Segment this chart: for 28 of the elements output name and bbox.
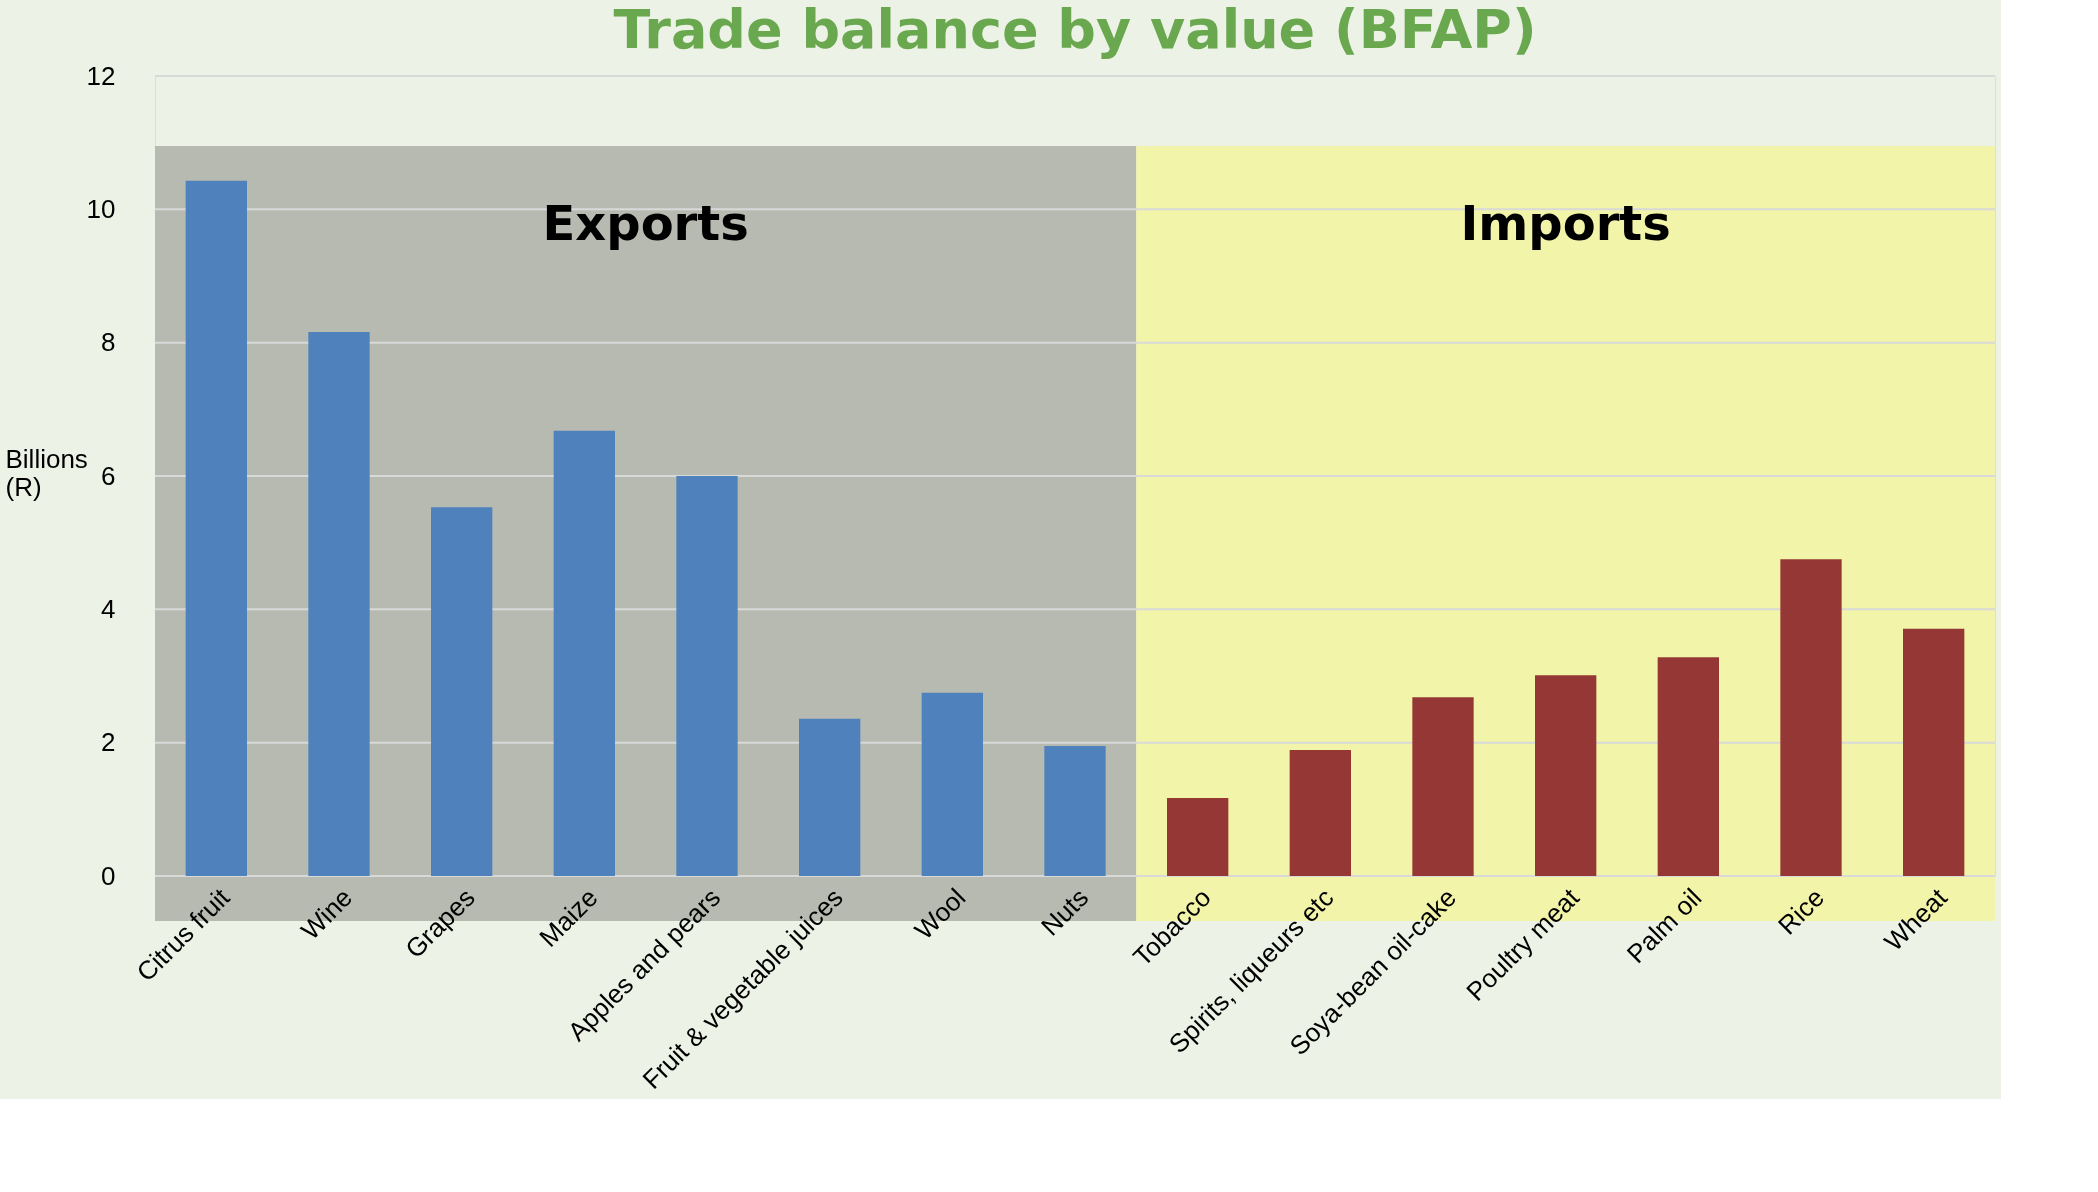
bar	[921, 692, 983, 876]
bar	[431, 507, 493, 876]
y-tick-label: 12	[86, 60, 116, 91]
bar	[185, 180, 247, 876]
x-tick-label: Rice	[1772, 882, 1831, 941]
bar	[1412, 697, 1474, 876]
bar	[1167, 798, 1229, 876]
bar	[1044, 746, 1106, 876]
bar	[1780, 559, 1842, 876]
y-axis-title: Billions (R)	[5, 443, 88, 502]
bar	[308, 332, 370, 876]
y-tick-label: 2	[101, 727, 116, 758]
bar	[1903, 628, 1965, 876]
y-tick-label: 10	[86, 193, 116, 224]
bar	[1657, 657, 1719, 876]
band-label: Exports	[542, 195, 749, 251]
chart-title: Trade balance by value (BFAP)	[613, 0, 1537, 61]
bar	[799, 718, 861, 876]
bar	[1535, 675, 1597, 876]
bar	[676, 476, 738, 876]
y-tick-label: 4	[101, 593, 116, 624]
bar	[553, 430, 615, 876]
x-tick-label: Nuts	[1035, 882, 1095, 942]
y-tick-label: 8	[101, 327, 116, 358]
bar	[1289, 750, 1351, 876]
y-tick-label: 6	[101, 460, 116, 491]
y-tick-label: 0	[101, 860, 116, 891]
band-label: Imports	[1460, 195, 1671, 251]
